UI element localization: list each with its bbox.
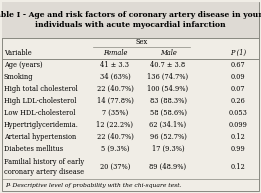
Text: Male: Male — [160, 49, 176, 57]
Text: Table I - Age and risk factors of coronary artery disease in young
individuals w: Table I - Age and risk factors of corona… — [0, 11, 261, 29]
Text: Familial history of early
coronary artery disease: Familial history of early coronary arter… — [4, 158, 84, 176]
Text: 83 (88.3%): 83 (88.3%) — [150, 97, 187, 105]
Text: Diabetes mellitus: Diabetes mellitus — [4, 145, 63, 153]
Text: 96 (52.7%): 96 (52.7%) — [150, 133, 186, 141]
Text: 34 (63%): 34 (63%) — [100, 73, 130, 81]
Text: 5 (9.3%): 5 (9.3%) — [101, 145, 129, 153]
Text: 0.07: 0.07 — [231, 85, 245, 93]
Text: High LDL-cholesterol: High LDL-cholesterol — [4, 97, 76, 105]
Text: 0.12: 0.12 — [231, 163, 245, 171]
Text: 41 ± 3.3: 41 ± 3.3 — [100, 61, 129, 69]
Text: Low HDL-cholesterol: Low HDL-cholesterol — [4, 109, 75, 117]
Text: P- Descriptive level of probability with the chi-square test.: P- Descriptive level of probability with… — [5, 183, 181, 188]
Text: 0.99: 0.99 — [231, 145, 245, 153]
Text: Arterial hypertension: Arterial hypertension — [4, 133, 76, 141]
Text: 0.09: 0.09 — [231, 73, 245, 81]
Text: Age (years): Age (years) — [4, 61, 43, 69]
Text: P (1): P (1) — [230, 49, 246, 57]
Text: 58 (58.6%): 58 (58.6%) — [150, 109, 187, 117]
Text: 0.67: 0.67 — [231, 61, 245, 69]
Text: Variable: Variable — [4, 49, 32, 57]
Text: 0.053: 0.053 — [229, 109, 247, 117]
Text: 22 (40.7%): 22 (40.7%) — [97, 133, 133, 141]
Text: High total cholesterol: High total cholesterol — [4, 85, 78, 93]
Text: 0.12: 0.12 — [231, 133, 245, 141]
Text: Smoking: Smoking — [4, 73, 33, 81]
Text: 62 (34.1%): 62 (34.1%) — [150, 121, 187, 129]
Text: Sex: Sex — [135, 38, 148, 47]
Text: 0.26: 0.26 — [231, 97, 245, 105]
Text: 40.7 ± 3.8: 40.7 ± 3.8 — [150, 61, 186, 69]
Text: 22 (40.7%): 22 (40.7%) — [97, 85, 133, 93]
Text: 14 (77.8%): 14 (77.8%) — [97, 97, 133, 105]
Text: 12 (22.2%): 12 (22.2%) — [97, 121, 133, 129]
Text: 7 (35%): 7 (35%) — [102, 109, 128, 117]
Text: Hypertriglyceridemia.: Hypertriglyceridemia. — [4, 121, 79, 129]
Bar — [2, 2, 259, 38]
Text: 136 (74.7%): 136 (74.7%) — [147, 73, 188, 81]
Text: 89 (48.9%): 89 (48.9%) — [150, 163, 187, 171]
Text: 17 (9.3%): 17 (9.3%) — [152, 145, 184, 153]
Text: Female: Female — [103, 49, 127, 57]
Text: 0.099: 0.099 — [229, 121, 247, 129]
Text: 100 (54.9%): 100 (54.9%) — [147, 85, 188, 93]
Text: 20 (37%): 20 (37%) — [100, 163, 130, 171]
